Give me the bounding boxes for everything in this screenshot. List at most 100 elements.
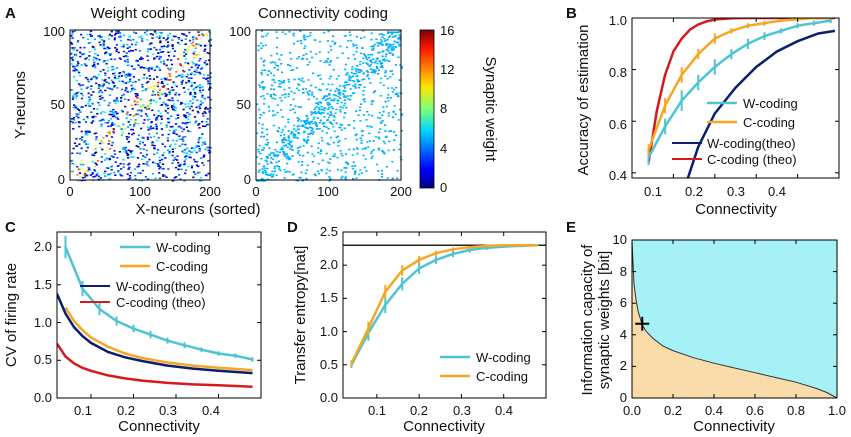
synapse-point xyxy=(395,134,398,137)
x-tick: 100 xyxy=(317,184,339,199)
synapse-point xyxy=(272,74,276,77)
synapse-point xyxy=(384,124,387,126)
synapse-point xyxy=(270,152,273,154)
synapse-point xyxy=(96,160,100,162)
synapse-point xyxy=(208,111,211,113)
synapse-point xyxy=(95,82,98,85)
synapse-point xyxy=(85,64,88,67)
synapse-point xyxy=(324,99,327,101)
synapse-point xyxy=(107,143,110,145)
synapse-point xyxy=(299,30,302,33)
synapse-point xyxy=(332,119,336,122)
synapse-point xyxy=(103,60,106,62)
synapse-point xyxy=(190,73,193,76)
synapse-point xyxy=(377,137,381,140)
synapse-point xyxy=(147,164,150,167)
synapse-point xyxy=(298,89,301,92)
synapse-point xyxy=(339,123,342,126)
synapse-point xyxy=(183,114,186,116)
synapse-point xyxy=(187,63,190,66)
synapse-point xyxy=(117,118,120,120)
synapse-point xyxy=(373,61,376,64)
synapse-point xyxy=(355,70,358,72)
synapse-point xyxy=(78,125,81,128)
synapse-point xyxy=(367,146,370,148)
synapse-point xyxy=(124,147,127,150)
synapse-point xyxy=(161,158,164,161)
synapse-point xyxy=(344,96,347,98)
synapse-point xyxy=(108,158,112,161)
synapse-point xyxy=(387,50,390,52)
synapse-point xyxy=(158,159,161,162)
synapse-point xyxy=(316,128,319,130)
synapse-point xyxy=(173,176,176,179)
synapse-point xyxy=(321,97,324,100)
synapse-point xyxy=(177,74,180,77)
synapse-point xyxy=(186,121,189,124)
synapse-point xyxy=(173,130,176,132)
synapse-point xyxy=(119,174,123,177)
synapse-point xyxy=(90,111,93,113)
synapse-point xyxy=(257,45,260,47)
synapse-point xyxy=(292,34,295,37)
synapse-point xyxy=(149,102,152,105)
synapse-point xyxy=(256,103,259,105)
synapse-point xyxy=(87,38,90,40)
synapse-point xyxy=(202,156,205,158)
synapse-point xyxy=(73,104,76,106)
synapse-point xyxy=(195,164,199,167)
synapse-point xyxy=(193,91,197,94)
synapse-point xyxy=(93,75,97,78)
synapse-point xyxy=(157,164,160,166)
synapse-point xyxy=(76,41,79,43)
synapse-point xyxy=(276,165,279,167)
synapse-point xyxy=(259,114,262,116)
synapse-point xyxy=(370,100,374,103)
synapse-point xyxy=(149,33,152,35)
synapse-point xyxy=(166,104,169,107)
synapse-point xyxy=(302,92,305,94)
synapse-point xyxy=(98,120,101,122)
synapse-point xyxy=(122,158,125,161)
synapse-point xyxy=(325,172,328,175)
synapse-point xyxy=(135,60,138,63)
synapse-point xyxy=(392,149,395,151)
synapse-point xyxy=(110,169,113,171)
synapse-point xyxy=(365,119,368,121)
synapse-point xyxy=(311,91,314,94)
synapse-point xyxy=(168,145,172,148)
synapse-point xyxy=(161,93,164,96)
synapse-point xyxy=(276,111,279,114)
synapse-point xyxy=(113,37,116,39)
synapse-point xyxy=(271,175,274,178)
synapse-point xyxy=(102,119,106,121)
synapse-point xyxy=(332,125,335,128)
synapse-point xyxy=(194,37,198,39)
synapse-point xyxy=(127,168,130,170)
synapse-point xyxy=(290,146,293,149)
synapse-point xyxy=(169,89,172,92)
synapse-point xyxy=(178,125,181,128)
synapse-point xyxy=(178,135,181,137)
synapse-point xyxy=(154,94,157,96)
synapse-point xyxy=(201,33,204,35)
synapse-point xyxy=(206,77,209,79)
synapse-point xyxy=(195,69,198,71)
synapse-point xyxy=(399,64,402,66)
synapse-point xyxy=(120,128,123,130)
synapse-point xyxy=(171,105,174,107)
synapse-point xyxy=(296,125,299,128)
synapse-point xyxy=(272,110,275,112)
synapse-point xyxy=(79,46,82,49)
synapse-point xyxy=(347,40,350,42)
synapse-point xyxy=(351,165,354,167)
synapse-point xyxy=(392,53,395,56)
synapse-point xyxy=(185,53,188,55)
synapse-point xyxy=(71,152,74,155)
synapse-point xyxy=(99,177,102,179)
synapse-point xyxy=(368,65,371,67)
synapse-point xyxy=(359,52,363,55)
synapse-point xyxy=(70,57,73,59)
synapse-point xyxy=(129,80,132,83)
synapse-point xyxy=(91,173,94,175)
